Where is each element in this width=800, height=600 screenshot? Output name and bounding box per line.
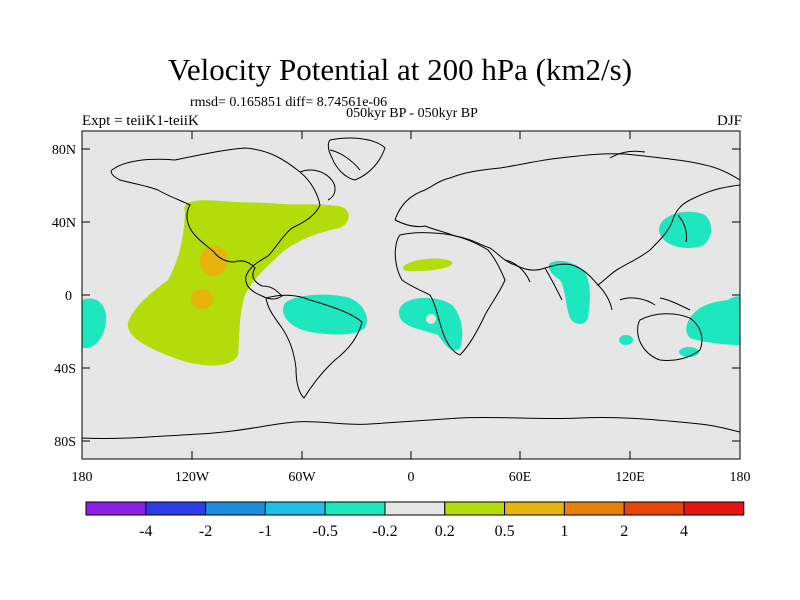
negative-anomaly-region-south-atlantic [398, 297, 463, 351]
lon-tick-label-0: 0 [408, 470, 415, 485]
colorbar-label-4: -0.2 [372, 523, 397, 540]
season-label: DJF [716, 113, 742, 129]
colorbar-swatch-10 [683, 501, 745, 516]
coastlines [82, 137, 740, 440]
colorbar-swatch-9 [623, 501, 685, 516]
colorbar-label-3: -0.5 [313, 523, 338, 540]
lon-tick-label-120e: 120E [615, 470, 645, 485]
experiment-label: Expt = teiiK1-teiiK [82, 113, 199, 129]
colorbar-swatch-6 [444, 501, 506, 516]
colorbar-label-6: 0.5 [495, 523, 515, 540]
colorbar-label-9: 4 [680, 523, 688, 540]
colorbar-label-0: -4 [139, 523, 152, 540]
colorbar-label-7: 1 [560, 523, 568, 540]
colorbar-swatch-1 [145, 501, 207, 516]
strong-anomaly-cell-north [200, 246, 228, 276]
colorbar-swatch-3 [264, 501, 326, 516]
lon-tick-label-180e: 180 [730, 470, 751, 485]
lon-tick-label-120w: 120W [175, 470, 210, 485]
positive-anomaly-region-africa [403, 258, 453, 272]
lat-tick-label-40n: 40N [52, 216, 76, 231]
colorbar-label-8: 2 [620, 523, 628, 540]
colorbar-label-5: 0.2 [435, 523, 455, 540]
land-hole-south-atlantic [426, 314, 436, 324]
map-subtitle: rmsd= 0.165851 diff= 8.74561e-06 [190, 95, 388, 110]
lat-tick-label-0: 0 [65, 289, 72, 304]
colorbar-swatch-7 [504, 501, 565, 516]
latitude-axis [82, 148, 740, 442]
colorbar-labels: -4 -2 -1 -0.5 -0.2 0.2 0.5 1 2 4 [139, 523, 688, 540]
longitude-axis [81, 131, 741, 459]
negative-anomaly-region-west-pacific [82, 298, 107, 348]
lat-tick-label-40s: 40S [54, 362, 76, 377]
colorbar-label-2: -1 [259, 523, 272, 540]
colorbar-label-1: -2 [199, 523, 212, 540]
strong-anomaly-cell-south [191, 289, 213, 309]
colorbar-swatch-8 [563, 501, 625, 516]
period-label: 050kyr BP - 050kyr BP [346, 106, 478, 121]
lat-tick-label-80n: 80N [52, 143, 76, 158]
colorbar-swatch-5 [384, 501, 446, 516]
lat-tick-label-80s: 80S [54, 435, 76, 450]
positive-anomaly-region-americas [127, 200, 349, 366]
colorbar-swatch-4 [324, 501, 386, 516]
negative-anomaly-cell-australia-east [679, 347, 699, 357]
negative-anomaly-cell-australia-west [619, 335, 633, 345]
lon-tick-label-60e: 60E [509, 470, 532, 485]
negative-anomaly-region-south-america [282, 294, 367, 335]
colorbar-swatch-2 [205, 501, 266, 516]
lon-tick-label-60w: 60W [288, 470, 316, 485]
colorbar [85, 501, 745, 516]
negative-anomaly-region-east-pacific [686, 296, 740, 345]
lon-tick-label-180w: 180 [72, 470, 93, 485]
map-title: Velocity Potential at 200 hPa (km2/s) [167, 52, 633, 87]
negative-anomaly-region-indian-ocean [548, 260, 590, 324]
colorbar-swatch-0 [85, 501, 147, 516]
